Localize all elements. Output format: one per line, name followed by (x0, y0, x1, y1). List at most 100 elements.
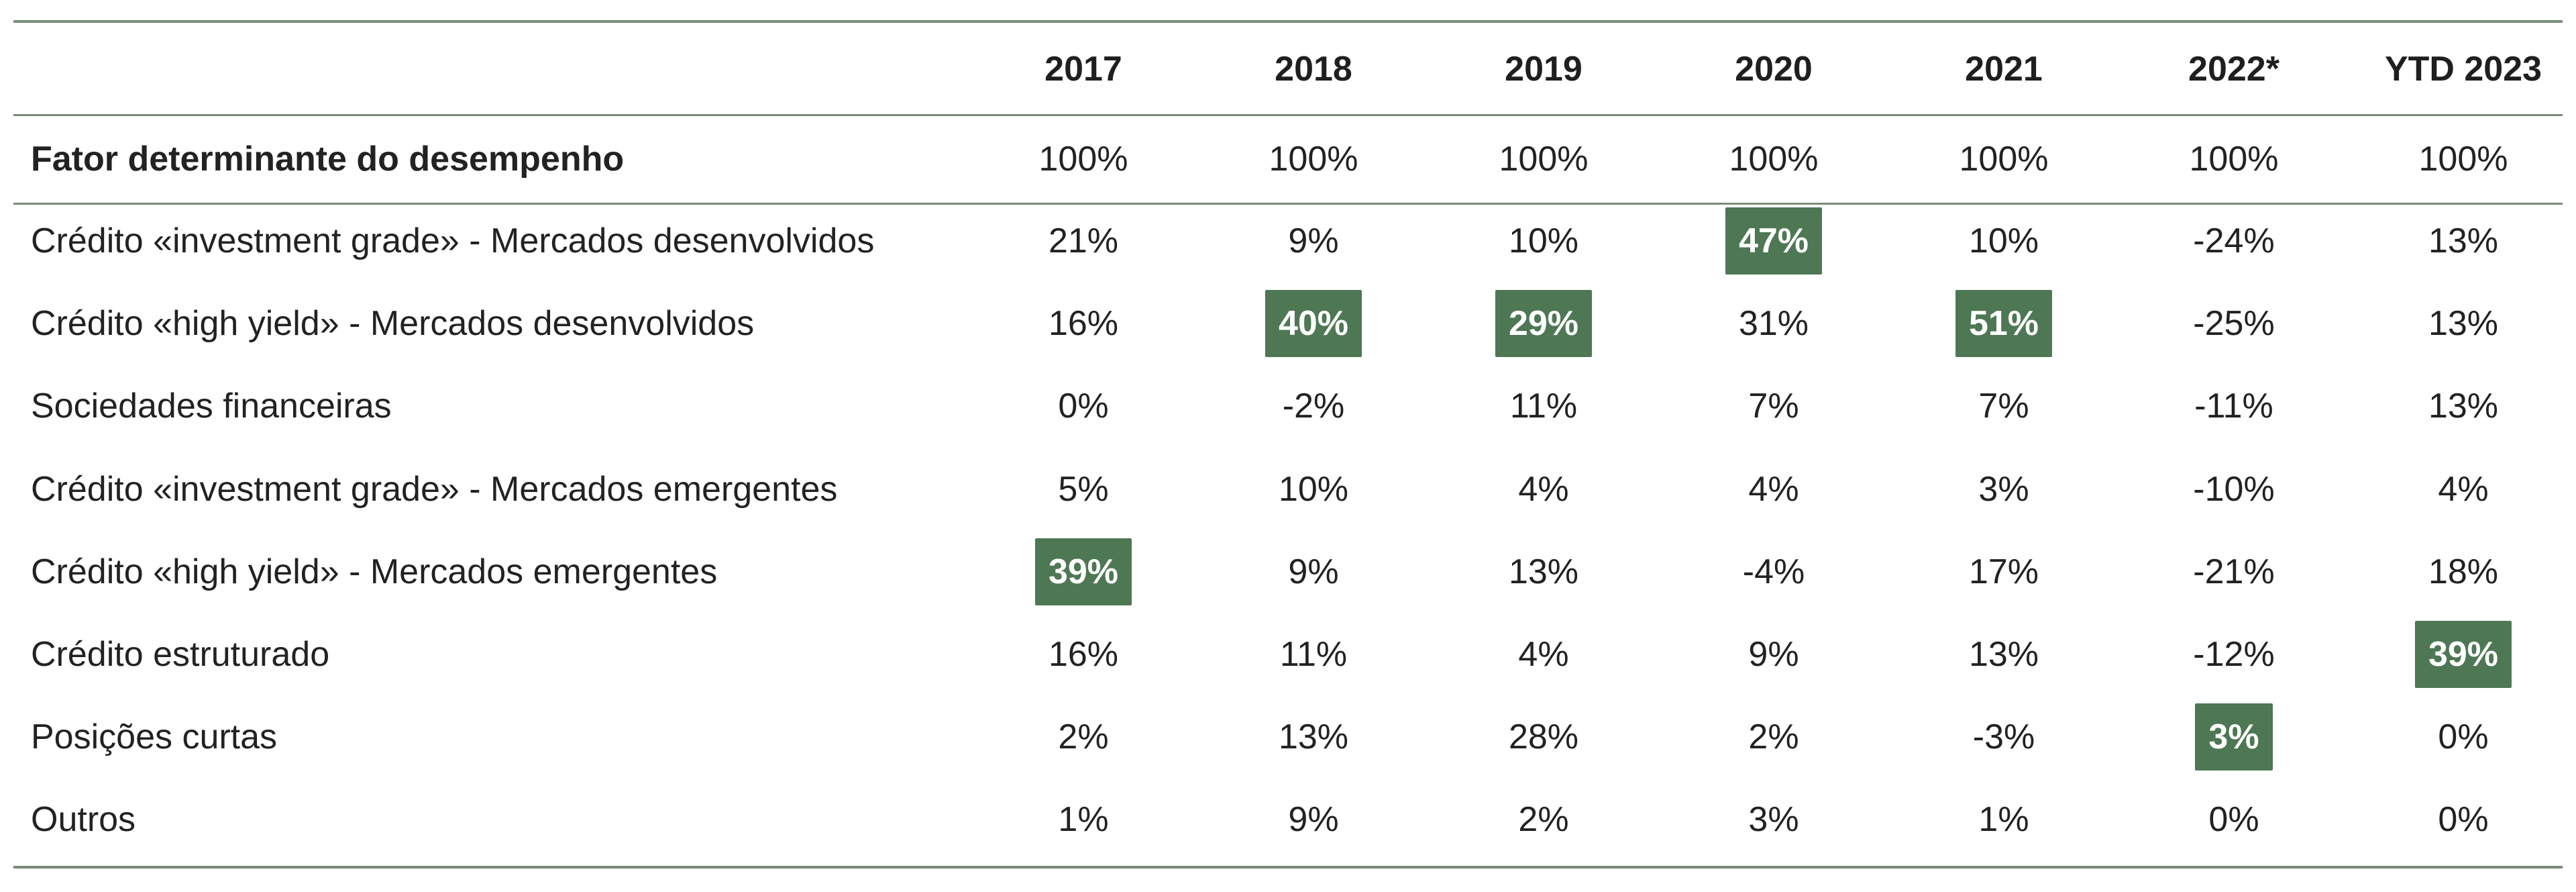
row-label: Crédito «high yield» - Mercados emergent… (31, 552, 718, 591)
data-value-cell: 0% (2160, 783, 2308, 856)
data-value-cell: 13% (2390, 287, 2537, 360)
value: -25% (2193, 304, 2275, 344)
highlighted-value: 51% (1955, 290, 2053, 358)
data-value-cell: 17% (1930, 535, 2078, 609)
total-value-cell: 100% (1010, 122, 1157, 196)
value: 11% (1509, 387, 1578, 426)
total-value-cell: 100% (1930, 122, 2078, 196)
highlighted-value: 39% (2414, 621, 2512, 688)
value: 100% (1269, 140, 1358, 179)
total-value-cell: 100% (2160, 122, 2308, 196)
data-value-cell: 13% (1930, 617, 2078, 691)
value: 3% (1978, 469, 2029, 509)
value: -11% (2194, 387, 2273, 426)
data-value-cell: 39% (1010, 535, 1157, 609)
data-value-cell: 28% (1470, 700, 1617, 774)
data-value-cell: -25% (2160, 287, 2308, 360)
data-value-cell: -12% (2160, 617, 2308, 691)
value: 100% (1959, 140, 2049, 179)
value: 1% (1058, 800, 1109, 840)
value: 100% (1038, 140, 1128, 179)
data-value-cell: 9% (1240, 783, 1387, 856)
value: -10% (2193, 469, 2275, 509)
value: 100% (1729, 140, 1819, 179)
table-row: Crédito «investment grade» - Mercados de… (13, 204, 2563, 278)
header-rule (13, 114, 2563, 116)
data-value-cell: 16% (1010, 617, 1157, 691)
data-value-cell: 4% (2390, 452, 2537, 526)
data-value-cell: -2% (1240, 369, 1387, 443)
data-value-cell: 0% (2390, 700, 2537, 774)
row-label: Sociedades financeiras (31, 387, 392, 426)
value: 13% (1968, 635, 2039, 674)
table-row: Outros 1% 9% 2% 3% 1% 0% 0% (13, 783, 2563, 856)
data-value-cell: 11% (1470, 369, 1617, 443)
column-header: 2020 (1735, 50, 1813, 89)
column-header: 2017 (1044, 50, 1122, 89)
value: 4% (1518, 469, 1569, 509)
data-value-cell: 1% (1010, 783, 1157, 856)
data-value-cell: 4% (1700, 452, 1847, 526)
data-value-cell: -10% (2160, 452, 2308, 526)
value: 13% (1278, 717, 1349, 757)
value: 9% (1748, 635, 1799, 674)
value: 9% (1288, 800, 1339, 840)
data-value-cell: 3% (2160, 700, 2308, 774)
value: -12% (2193, 635, 2275, 674)
row-label: Crédito «investment grade» - Mercados de… (31, 221, 875, 260)
value: 0% (2438, 800, 2489, 840)
value: 100% (1499, 140, 1589, 179)
value: 28% (1508, 717, 1579, 757)
row-label: Crédito «high yield» - Mercados desenvol… (31, 304, 755, 344)
row-label: Crédito estruturado (31, 635, 330, 674)
value: 17% (1968, 552, 2039, 591)
total-value-cell: 100% (1240, 122, 1387, 196)
value: 11% (1279, 635, 1348, 674)
data-value-cell: 39% (2390, 617, 2537, 691)
table-row: Crédito «high yield» - Mercados desenvol… (13, 287, 2563, 360)
highlighted-value: 29% (1495, 290, 1593, 358)
highlighted-value: 40% (1265, 290, 1362, 358)
value: -2% (1282, 387, 1345, 426)
column-header: 2021 (1965, 50, 2043, 89)
column-header: YTD 2023 (2384, 50, 2542, 89)
highlighted-value: 3% (2195, 703, 2273, 771)
value: 13% (1508, 552, 1579, 591)
value: 31% (1738, 304, 1809, 344)
data-value-cell: -11% (2160, 369, 2308, 443)
data-value-cell: 13% (1470, 535, 1617, 609)
table-bottom-rule (13, 866, 2563, 869)
value: -24% (2193, 221, 2275, 260)
value: 2% (1748, 717, 1799, 757)
value: 5% (1058, 469, 1109, 509)
value: -3% (1972, 717, 2035, 757)
performance-drivers-table: 2017 2018 2019 2020 2021 2022* YTD 2023 Fator d… (13, 20, 2563, 873)
value: 9% (1288, 221, 1339, 260)
data-value-cell: 2% (1470, 783, 1617, 856)
value: 2% (1518, 800, 1569, 840)
data-value-cell: 13% (2390, 204, 2537, 278)
header-row: 2017 2018 2019 2020 2021 2022* YTD 2023 (13, 32, 2563, 106)
data-value-cell: 21% (1010, 204, 1157, 278)
value: 100% (2418, 140, 2508, 179)
table-row: Crédito «investment grade» - Mercados em… (13, 452, 2563, 526)
data-value-cell: 7% (1700, 369, 1847, 443)
data-value-cell: 10% (1470, 204, 1617, 278)
data-value-cell: 0% (1010, 369, 1157, 443)
column-header: 2019 (1505, 50, 1582, 89)
data-value-cell: 40% (1240, 287, 1387, 360)
value: -21% (2193, 552, 2275, 591)
data-value-cell: -21% (2160, 535, 2308, 609)
data-value-cell: 7% (1930, 369, 2078, 443)
value: 9% (1288, 552, 1339, 591)
data-value-cell: 51% (1930, 287, 2078, 360)
total-value-cell: 100% (2390, 122, 2537, 196)
data-value-cell: 31% (1700, 287, 1847, 360)
total-value-cell: 100% (1700, 122, 1847, 196)
value: 10% (1508, 221, 1579, 260)
data-value-cell: 3% (1700, 783, 1847, 856)
data-value-cell: 4% (1470, 452, 1617, 526)
value: 16% (1048, 635, 1119, 674)
table-top-rule (13, 20, 2563, 23)
total-rule (13, 203, 2563, 205)
